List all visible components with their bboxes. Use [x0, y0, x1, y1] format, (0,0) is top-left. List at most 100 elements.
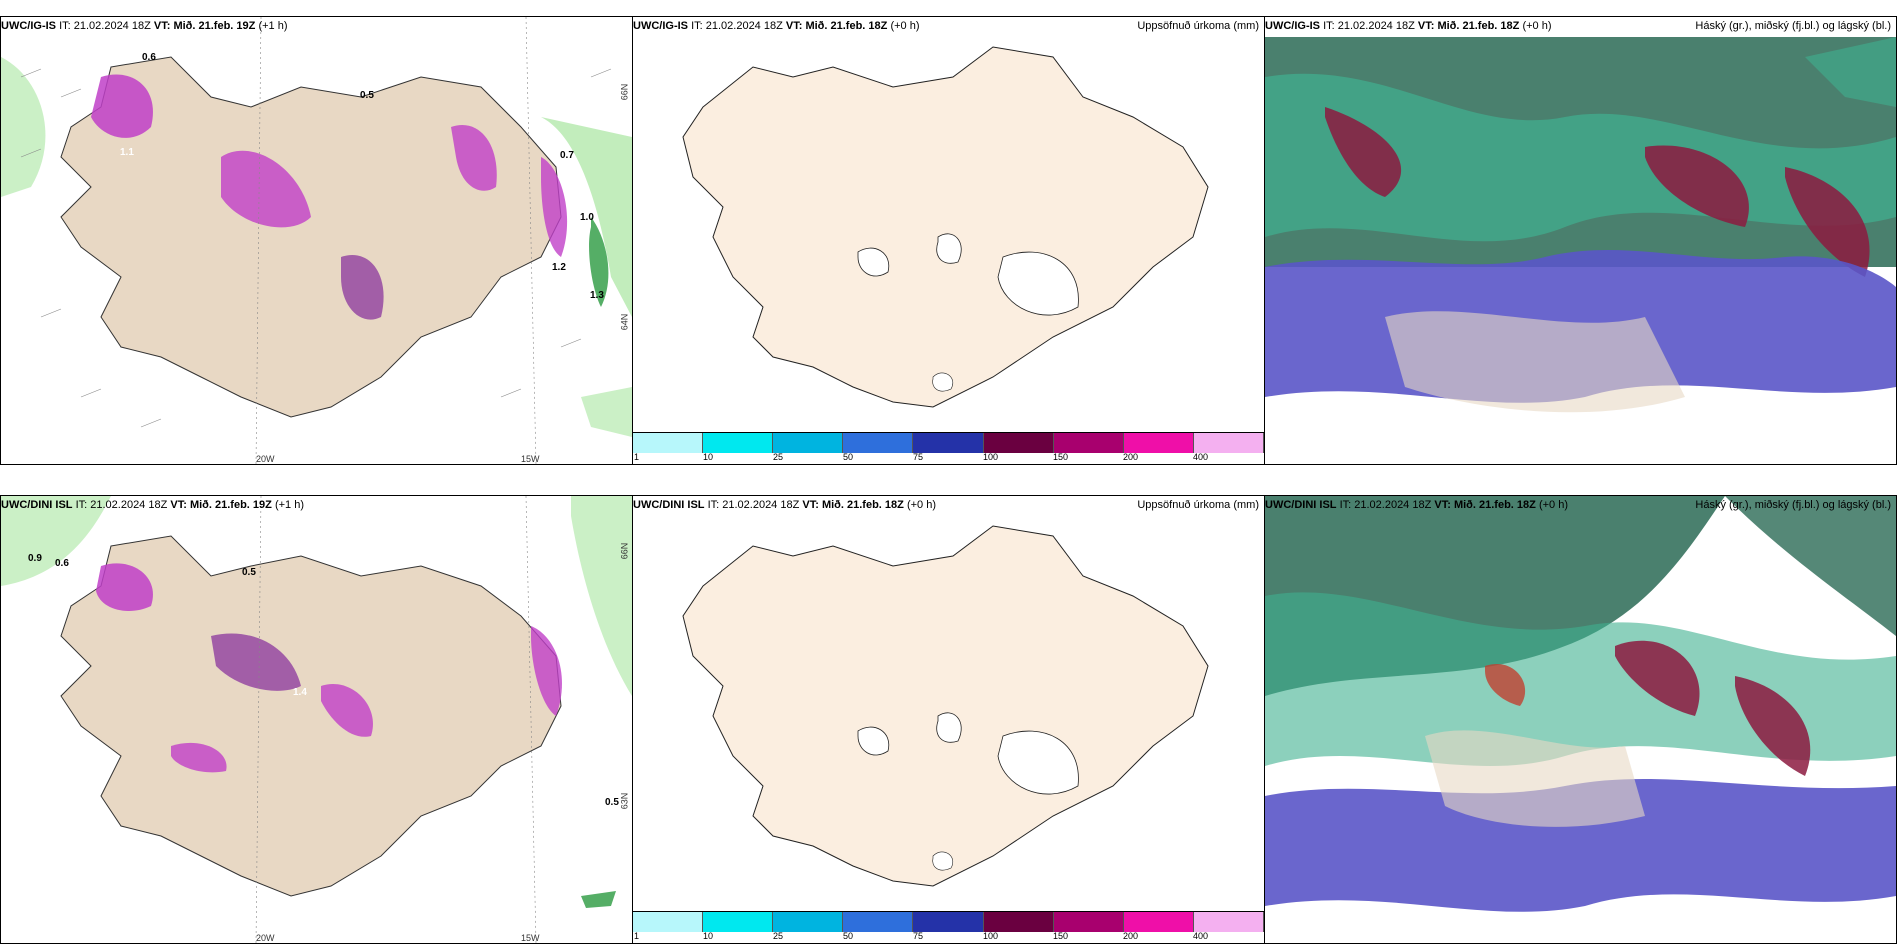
header-top-mid: UWC/IG-IS IT: 21.02.2024 18Z VT: Mið. 21… — [633, 20, 1259, 32]
colorbar-tick: 10 — [703, 452, 714, 462]
panel-bottom-right-clouds — [1264, 495, 1897, 944]
map-top-right — [1265, 17, 1896, 464]
colorbar-tick: 100 — [983, 452, 999, 462]
model-name: UWC/IG-IS — [1265, 20, 1320, 32]
model-name: UWC/DINI ISL — [1265, 499, 1337, 511]
issue-time: 21.02.2024 18Z — [90, 499, 168, 511]
colorbar-ticks: 1 10 25 50 75 100 150 200 400 — [633, 452, 1264, 464]
colorbar-cell — [1053, 433, 1124, 453]
colorbar-tick: 1 — [634, 452, 640, 462]
panel-title: Uppsöfnuð úrkoma (mm) — [1137, 20, 1259, 32]
lat-label-66n: 66N — [619, 83, 630, 101]
model-name: UWC/IG-IS — [1, 20, 56, 32]
panel-title: Háský (gr.), miðský (fj.bl.) og lágský (… — [1695, 20, 1891, 32]
lon-label-20w: 20W — [256, 933, 275, 943]
header-top-left: UWC/IG-IS IT: 21.02.2024 18Z VT: Mið. 21… — [1, 20, 288, 32]
panel-title: Háský (gr.), miðský (fj.bl.) og lágský (… — [1695, 499, 1891, 511]
issue-time: 21.02.2024 18Z — [73, 20, 151, 32]
valid-time: Mið. 21.feb. 19Z — [189, 499, 272, 511]
lon-label-15w: 15W — [521, 454, 540, 464]
precip-value: 0.5 — [605, 797, 619, 808]
colorbar-cell — [1123, 912, 1194, 932]
lon-label-20w: 20W — [256, 454, 275, 464]
precip-value: 0.6 — [55, 558, 69, 569]
colorbar-tick: 400 — [1193, 452, 1209, 462]
colorbar-cell — [703, 912, 774, 932]
lead-time: (+0 h) — [890, 20, 920, 32]
colorbar-tick: 75 — [913, 452, 924, 462]
issue-time: 21.02.2024 18Z — [1354, 499, 1432, 511]
colorbar-tick: 150 — [1053, 931, 1069, 941]
model-name: UWC/DINI ISL — [1, 499, 73, 511]
valid-time: Mið. 21.feb. 19Z — [173, 20, 256, 32]
model-name: UWC/IG-IS — [633, 20, 688, 32]
colorbar-cell — [1193, 433, 1264, 453]
colorbar-tick: 200 — [1123, 931, 1139, 941]
colorbar-cell — [913, 433, 984, 453]
colorbar-cell — [773, 912, 844, 932]
panel-bottom-left-wind-precip: 20W 15W 66N 63N — [0, 495, 633, 944]
map-top-left — [1, 17, 632, 464]
lon-label-15w: 15W — [521, 933, 540, 943]
colorbar-tick: 75 — [913, 931, 924, 941]
colorbar-tick: 50 — [843, 931, 854, 941]
precip-value: 0.6 — [142, 52, 156, 63]
precip-colorbar — [633, 432, 1264, 453]
panel-top-mid-accum-precip: 1 10 25 50 75 100 150 200 400 — [632, 16, 1265, 465]
colorbar-cell — [633, 433, 704, 453]
issue-time: 21.02.2024 18Z — [722, 499, 800, 511]
colorbar-tick: 200 — [1123, 452, 1139, 462]
colorbar-ticks: 1 10 25 50 75 100 150 200 400 — [633, 931, 1264, 943]
header-bottom-left: UWC/DINI ISL IT: 21.02.2024 18Z VT: Mið.… — [1, 499, 304, 511]
header-top-right: UWC/IG-IS IT: 21.02.2024 18Z VT: Mið. 21… — [1265, 20, 1891, 32]
panel-bottom-mid-accum-precip: 1 10 25 50 75 100 150 200 400 — [632, 495, 1265, 944]
colorbar-cell — [1193, 912, 1264, 932]
colorbar-cell — [633, 912, 704, 932]
colorbar-cell — [983, 433, 1054, 453]
precip-value: 0.5 — [360, 90, 374, 101]
map-bottom-right — [1265, 496, 1896, 943]
issue-time: 21.02.2024 18Z — [1337, 20, 1415, 32]
map-bottom-mid — [633, 496, 1264, 943]
lead-time: (+0 h) — [1522, 20, 1552, 32]
header-bottom-mid: UWC/DINI ISL IT: 21.02.2024 18Z VT: Mið.… — [633, 499, 1259, 511]
lead-time: (+1 h) — [274, 499, 304, 511]
lead-time: (+0 h) — [1538, 499, 1568, 511]
precip-value: 1.4 — [293, 687, 307, 698]
colorbar-tick: 50 — [843, 452, 854, 462]
colorbar-cell — [843, 433, 914, 453]
precip-value: 0.5 — [242, 567, 256, 578]
colorbar-cell — [703, 433, 774, 453]
panel-title: Uppsöfnuð úrkoma (mm) — [1137, 499, 1259, 511]
colorbar-tick: 25 — [773, 452, 784, 462]
lat-label-64n: 64N — [619, 313, 630, 331]
colorbar-tick: 10 — [703, 931, 714, 941]
map-bottom-left — [1, 496, 632, 943]
colorbar-cell — [1053, 912, 1124, 932]
header-bottom-right: UWC/DINI ISL IT: 21.02.2024 18Z VT: Mið.… — [1265, 499, 1891, 511]
colorbar-cell — [843, 912, 914, 932]
valid-time: Mið. 21.feb. 18Z — [1437, 20, 1520, 32]
precip-value: 0.9 — [28, 553, 42, 564]
valid-time: Mið. 21.feb. 18Z — [1453, 499, 1536, 511]
model-name: UWC/DINI ISL — [633, 499, 705, 511]
precip-value: 1.2 — [552, 262, 566, 273]
colorbar-cell — [983, 912, 1054, 932]
lead-time: (+1 h) — [258, 20, 288, 32]
precip-value: 1.0 — [580, 212, 594, 223]
lat-label-66n: 66N — [619, 542, 630, 560]
precip-value: 1.3 — [590, 290, 604, 301]
lead-time: (+0 h) — [906, 499, 936, 511]
colorbar-cell — [1123, 433, 1194, 453]
precip-value: 1.1 — [120, 147, 134, 158]
colorbar-cell — [913, 912, 984, 932]
map-top-mid — [633, 17, 1264, 464]
valid-time: Mið. 21.feb. 18Z — [805, 20, 888, 32]
colorbar-cell — [773, 433, 844, 453]
colorbar-tick: 400 — [1193, 931, 1209, 941]
issue-time: 21.02.2024 18Z — [705, 20, 783, 32]
panel-top-left-wind-precip: 20W 15W 66N 64N — [0, 16, 633, 465]
colorbar-tick: 150 — [1053, 452, 1069, 462]
colorbar-tick: 25 — [773, 931, 784, 941]
precip-value: 0.7 — [560, 150, 574, 161]
